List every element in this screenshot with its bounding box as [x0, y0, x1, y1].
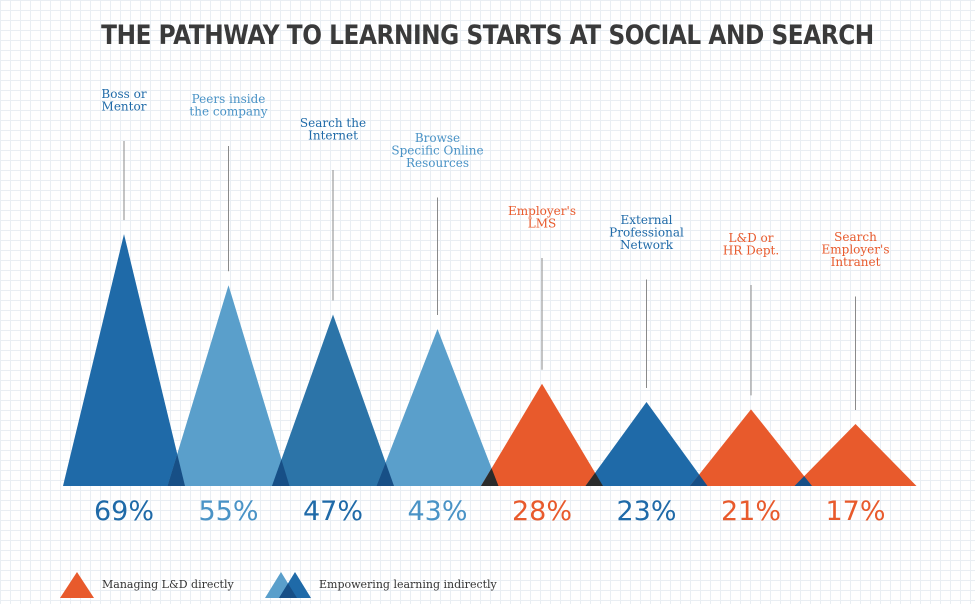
triangle-overlap — [376, 462, 394, 486]
triangle-overlap — [272, 459, 290, 486]
value-label: 17% — [825, 496, 885, 527]
category-label: Boss or Mentor — [101, 87, 146, 114]
value-label: 43% — [407, 496, 467, 527]
orange-triangle-icon — [60, 572, 94, 598]
triangle-bar — [376, 329, 499, 486]
category-label: Search the Internet — [300, 116, 366, 143]
triangle-overlap — [794, 476, 812, 486]
triangle-overlap — [481, 468, 499, 486]
triangle-bar — [690, 409, 812, 486]
legend-item-managing: Managing L&D directly — [60, 570, 234, 598]
legend-label-managing: Managing L&D directly — [102, 577, 234, 591]
blue-triangles-icon — [265, 572, 311, 598]
value-label: 55% — [198, 496, 258, 527]
category-label: Search Employer's Intranet — [822, 230, 890, 269]
triangle-bar — [794, 423, 917, 486]
value-label: 69% — [94, 496, 154, 527]
value-label: 28% — [512, 496, 572, 527]
legend: Managing L&D directly Empowering learnin… — [60, 570, 660, 600]
category-label: External Professional Network — [609, 213, 684, 252]
category-label: Peers inside the company — [189, 92, 267, 119]
category-label: L&D or HR Dept. — [723, 231, 779, 258]
legend-label-empowering: Empowering learning indirectly — [319, 577, 497, 591]
triangle-bar — [481, 383, 603, 486]
value-label: 21% — [721, 496, 781, 527]
chart-title: THE PATHWAY TO LEARNING STARTS AT SOCIAL… — [101, 20, 874, 51]
triangle-bar — [272, 314, 394, 486]
triangle-overlap — [690, 474, 708, 486]
value-label: 47% — [303, 496, 363, 527]
value-label: 23% — [616, 496, 676, 527]
triangle-bar — [63, 234, 185, 486]
triangle-bar — [167, 285, 290, 486]
triangle-overlap — [167, 453, 185, 486]
category-label: Employer's LMS — [508, 204, 576, 231]
category-label: Browse Specific Online Resources — [391, 131, 483, 170]
legend-item-empowering: Empowering learning indirectly — [265, 570, 497, 598]
triangle-bar — [585, 402, 708, 486]
triangle-overlap — [585, 472, 603, 486]
